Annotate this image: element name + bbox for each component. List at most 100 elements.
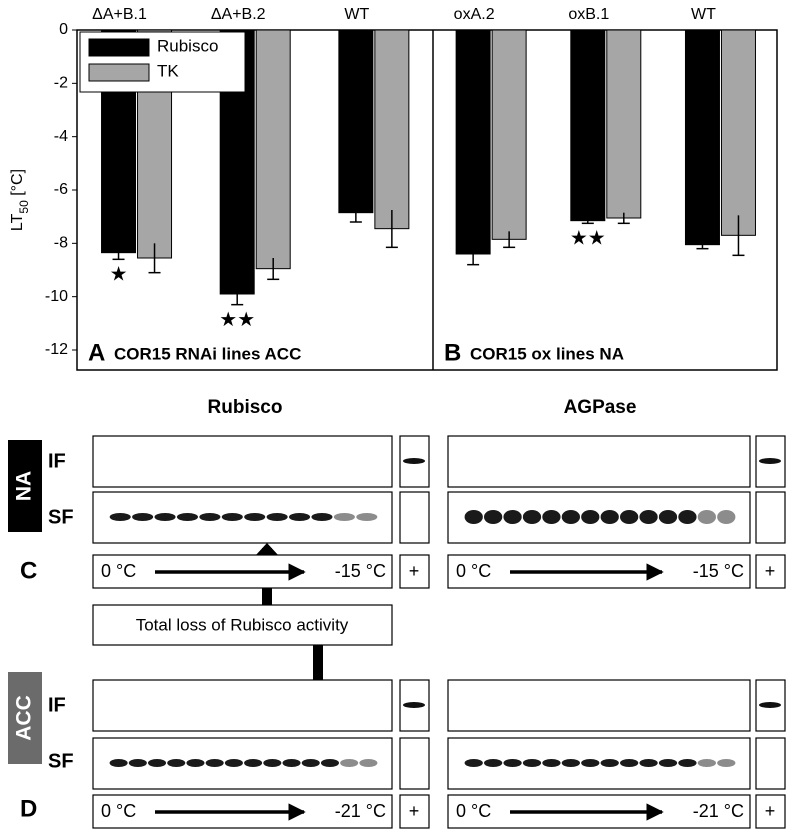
panel-label: D [20,795,37,822]
panel-title: COR15 ox lines NA [470,344,624,363]
control-box [755,794,786,829]
blot-band [522,759,542,767]
blot-band [176,513,198,521]
blot-band [658,759,678,767]
blot-band [356,513,378,521]
chart-area: 0 -2 -4 -6 -8 -10 -12 LT50 [°C] ΔA+B.1 ★ ΔA+B.2 ★★ W… [9,6,778,371]
error-bar [349,203,362,223]
column-title: AGPase [564,397,637,418]
blot-band [658,510,678,524]
error-bar [732,215,745,257]
x-tick-label: WT [691,6,716,23]
bar [720,29,756,236]
blot-band [697,510,716,524]
blot-band [620,759,639,767]
end-temp: -21 °C [693,801,744,821]
blot-sf-control [755,737,786,790]
y-tick-label: 0 [59,21,68,38]
blot-band [109,513,131,521]
blot-band [244,759,263,767]
y-tick-label: -10 [45,288,68,305]
row-label: IF [48,694,66,716]
start-temp: 0 °C [456,801,491,821]
blot-band [678,759,697,767]
y-axis-label-part: [°C] [9,169,26,200]
bar [338,29,374,214]
arrow-head [255,543,279,556]
bar [606,29,642,219]
blot-band [600,759,619,767]
blot-band [148,759,167,767]
control-box [399,794,430,829]
group-label: ACC [13,695,36,741]
control-label: + [765,561,776,581]
blot-band [542,510,561,524]
blot-band [109,759,128,767]
row-label: IF [48,450,66,472]
blot-band [221,513,243,521]
end-temp: -15 °C [335,561,386,581]
blot-if [447,679,751,732]
x-tick-label: ΔA+B.2 [211,6,266,23]
panel-title: COR15 RNAi lines ACC [114,344,301,363]
blot-band [620,510,639,524]
blot-band [224,759,243,767]
y-tick-label: -6 [54,181,68,198]
blot-band [561,510,580,524]
legend-swatch [88,63,150,82]
x-tick-label: WT [344,6,369,23]
blot-band [581,510,600,524]
x-tick-label: ΔA+B.1 [92,6,147,23]
blot-band [311,513,333,521]
blot-band [484,510,503,524]
y-axis-label-part: 50 [17,200,31,214]
blot-band [199,513,221,521]
bar [374,29,410,230]
blot-band [697,759,716,767]
start-temp: 0 °C [101,801,136,821]
y-tick-label: -12 [45,341,68,358]
blot-band [522,510,542,524]
panel-label: A [88,339,105,366]
blot-band [359,759,378,767]
legend-swatch [88,38,150,57]
blot-sf-control [399,491,430,544]
end-temp: -21 °C [335,801,386,821]
row-label: SF [48,506,74,528]
y-tick-label: -8 [54,235,68,252]
blot-band [167,759,186,767]
blot-band [717,759,736,767]
error-bar [385,210,398,249]
group-label-box [8,672,42,764]
y-axis-label-part: LT [9,213,26,231]
significance-marker: ★★ [219,309,255,331]
blot-band [717,510,736,524]
group-label: NA [13,471,36,501]
start-temp: 0 °C [456,561,491,581]
control-label: + [409,801,420,821]
blot-band [639,510,658,524]
blot-band [154,513,176,521]
blot-band [403,702,425,708]
blot-band [244,513,266,521]
bar [455,29,491,255]
control-box [399,554,430,589]
blot-band [205,759,224,767]
blot-band [464,759,483,767]
note: Total loss of Rubisco activity [136,615,349,634]
blot-band [503,510,522,524]
blot-sf-control [755,491,786,544]
error-bar [231,283,244,306]
panel-label: B [444,339,461,366]
error-bar [581,218,594,225]
blot-band [186,759,205,767]
x-tick-label: oxB.1 [568,6,609,23]
significance-marker: ★★ [570,228,606,250]
blot-band [464,510,483,524]
column-title: Rubisco [208,397,283,418]
panel-label: C [20,557,37,584]
plot-frame [76,29,778,371]
error-bar [696,240,709,250]
legend-label: TK [157,61,179,80]
